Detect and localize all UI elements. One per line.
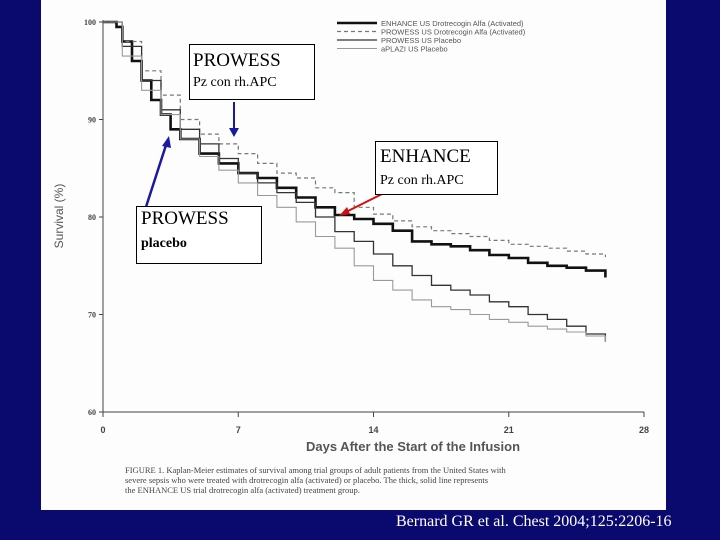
x-axis-label: Days After the Start of the Infusion (306, 439, 520, 454)
x-tick-label: 14 (368, 425, 378, 435)
legend-entry-3: aPLAZI US Placebo (381, 45, 448, 54)
callout-prowess-placebo-title: PROWESS (141, 208, 229, 229)
legend-entry-0: ENHANCE US Drotrecogin Alfa (Activated) (381, 19, 524, 28)
callout-prowess-placebo: PROWESS placebo (136, 206, 262, 264)
survival-chart: Survival (%) Days After the Start of the… (52, 18, 649, 495)
y-tick-label: 70 (88, 311, 96, 320)
callout-prowess-placebo-subtitle: placebo (141, 236, 187, 251)
legend-entry-1: PROWESS US Drotrecogin Alfa (Activated) (381, 28, 526, 37)
arrow-prowess-placebo (143, 141, 169, 211)
figure-caption: FIGURE 1. Kaplan-Meier estimates of surv… (125, 465, 507, 495)
callout-prowess-drug-title: PROWESS (193, 50, 281, 71)
series-line-3 (103, 21, 606, 342)
x-tick-label: 21 (504, 425, 514, 435)
series-line-2 (103, 21, 607, 342)
callout-enhance-subtitle: Pz con rh.APC (380, 173, 464, 188)
x-tick-label: 28 (639, 425, 649, 435)
y-tick-label: 80 (88, 213, 96, 222)
arrowhead-prowess-placebo (162, 136, 171, 148)
y-tick-label: 60 (88, 408, 96, 417)
y-axis-label: Survival (%) (52, 184, 66, 249)
callout-enhance-title: ENHANCE (380, 146, 471, 167)
arrowhead-prowess-drug (229, 128, 239, 137)
legend: ENHANCE US Drotrecogin Alfa (Activated)P… (337, 19, 526, 54)
callout-prowess-drug: PROWESS Pz con rh.APC (189, 44, 315, 100)
arrow-enhance (341, 193, 383, 215)
callout-prowess-drug-subtitle: Pz con rh.APC (193, 75, 277, 90)
y-tick-label: 100 (84, 18, 96, 27)
y-tick-label: 90 (88, 116, 96, 125)
citation: Bernard GR et al. Chest 2004;125:2206-16 (396, 513, 672, 530)
axis-ticks: 0 7 14 21 28 100 90 80 70 60 (84, 18, 649, 435)
legend-entry-2: PROWESS US Placebo (381, 36, 461, 45)
arrowhead-enhance (339, 207, 350, 216)
x-tick-label: 0 (100, 425, 105, 435)
x-tick-label: 7 (236, 425, 241, 435)
series-lines (103, 20, 607, 342)
callout-enhance: ENHANCE Pz con rh.APC (375, 141, 498, 195)
callout-arrows (143, 102, 383, 216)
